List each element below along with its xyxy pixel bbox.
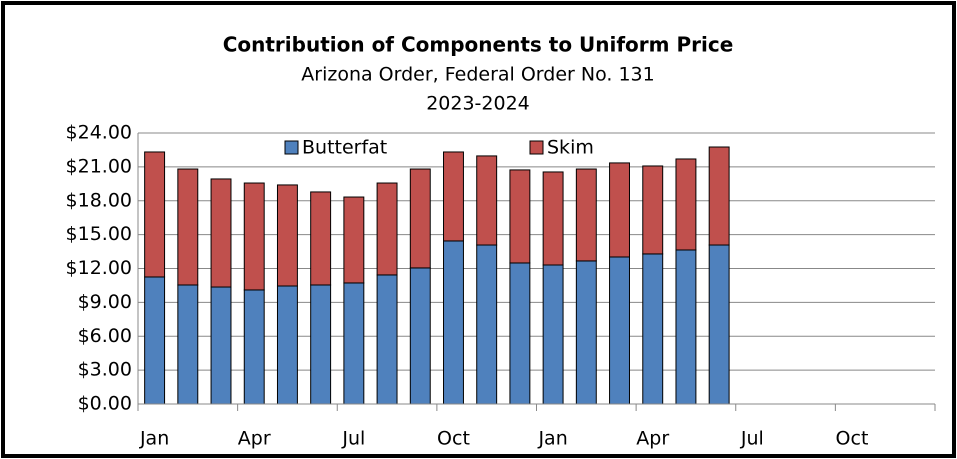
bar-segment	[542, 264, 564, 405]
bar-segment	[343, 196, 365, 284]
bar-segment	[210, 286, 232, 405]
y-tick-label: $24.00	[66, 122, 132, 144]
bar-segment	[144, 151, 166, 278]
bar-segment	[276, 184, 298, 287]
bar-segment	[409, 267, 431, 405]
x-tick-label: Jul	[740, 428, 764, 450]
legend-swatch	[529, 140, 544, 155]
bar-segment	[144, 276, 166, 405]
bar-segment	[642, 253, 664, 405]
bar-segment	[476, 244, 498, 405]
bar-segment	[243, 182, 265, 291]
x-tick-label: Oct	[836, 428, 869, 450]
bar-segment	[210, 178, 232, 288]
x-tick-label: Jan	[139, 428, 169, 450]
y-tick-label: $6.00	[78, 325, 132, 347]
bar-segment	[310, 191, 332, 286]
bar-segment	[675, 249, 697, 405]
bar-segment	[343, 282, 365, 405]
legend-swatch	[284, 140, 299, 155]
x-tick-label: Apr	[238, 428, 271, 450]
bar-segment	[443, 151, 464, 242]
bar-segment	[708, 244, 730, 405]
bar-segment	[542, 171, 564, 266]
y-tick-label: $18.00	[66, 189, 132, 211]
bar-segment	[376, 182, 398, 276]
bar-segment	[575, 168, 597, 262]
x-tick-label: Jul	[341, 428, 365, 450]
bar-segment	[243, 289, 265, 405]
bar-segment	[177, 284, 199, 405]
legend-label: Butterfat	[302, 137, 387, 159]
bar-segment	[443, 240, 464, 405]
bar-segment	[509, 262, 531, 405]
chart-subtitle: Arizona Order, Federal Order No. 131	[301, 64, 654, 86]
y-tick-label: $12.00	[66, 257, 132, 279]
bar-segment	[609, 162, 630, 258]
y-tick-label: $15.00	[66, 223, 132, 245]
bar-segment	[476, 155, 498, 246]
bar-segment	[276, 285, 298, 405]
y-tick-label: $0.00	[78, 393, 132, 415]
bar-segment	[675, 158, 697, 251]
y-tick-label: $9.00	[78, 291, 132, 313]
bar-segment	[708, 146, 730, 246]
bar-segment	[409, 168, 431, 269]
bar-segment	[310, 284, 332, 405]
bar-segment	[376, 274, 398, 405]
chart-period: 2023-2024	[426, 93, 530, 115]
x-tick-label: Oct	[437, 428, 470, 450]
bar-segment	[575, 260, 597, 405]
bar-segment	[177, 168, 199, 286]
legend-label: Skim	[547, 137, 594, 159]
bar-segment	[509, 169, 531, 264]
x-tick-label: Apr	[636, 428, 669, 450]
y-tick-label: $3.00	[78, 359, 132, 381]
chart-title: Contribution of Components to Uniform Pr…	[223, 33, 734, 57]
bar-segment	[609, 256, 630, 405]
y-tick-label: $21.00	[66, 155, 132, 177]
bar-segment	[642, 165, 664, 255]
x-tick-label: Jan	[537, 428, 567, 450]
